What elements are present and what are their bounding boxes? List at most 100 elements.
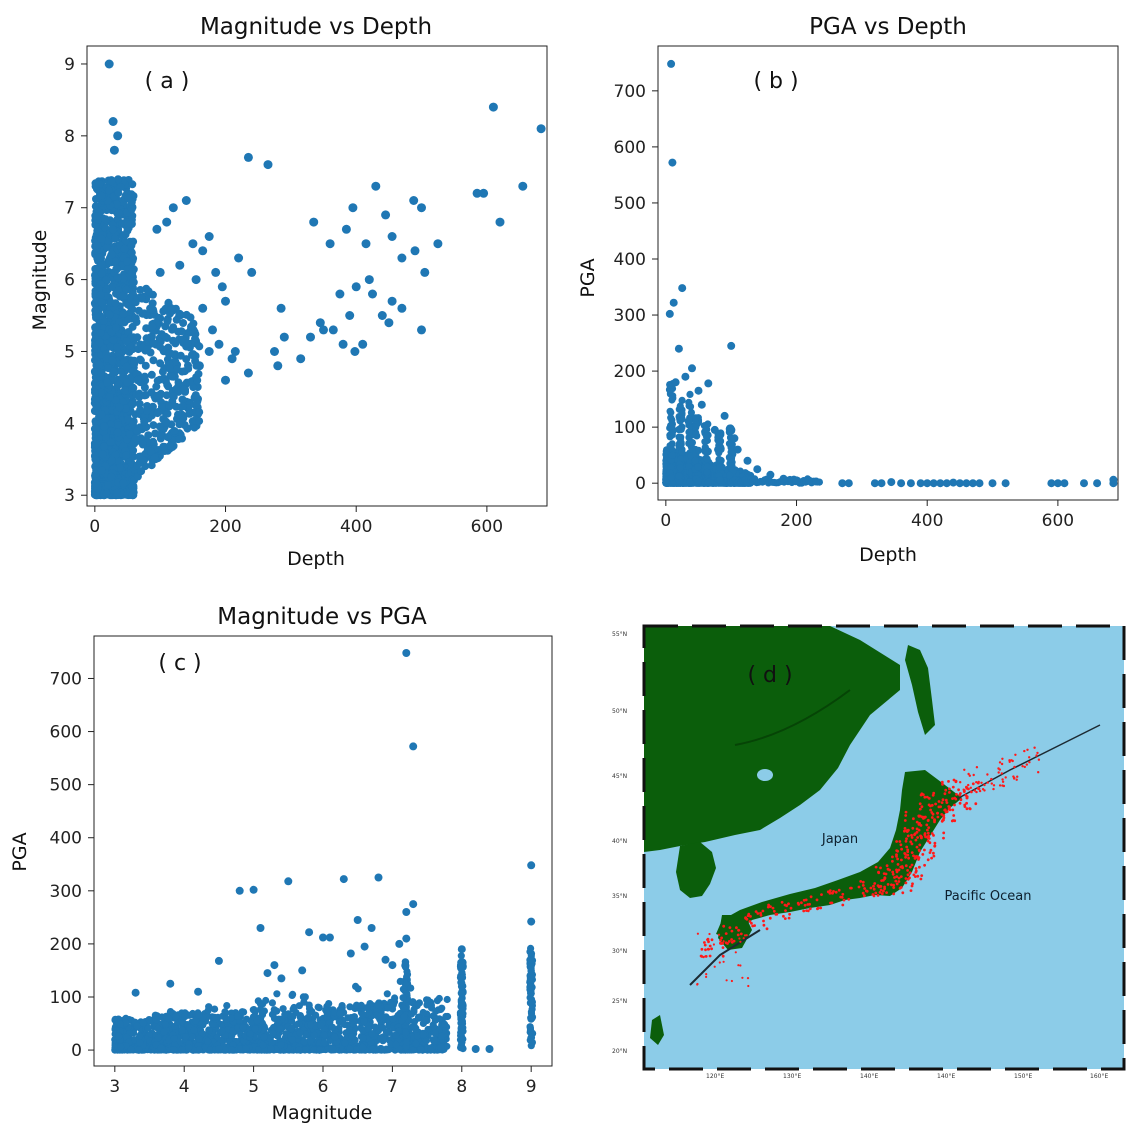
data-point — [97, 234, 106, 243]
data-point — [681, 372, 690, 381]
x-tick-label: 200 — [780, 511, 812, 531]
data-point — [273, 361, 283, 371]
data-point — [114, 421, 123, 430]
data-point — [188, 1033, 196, 1041]
data-point — [112, 323, 120, 332]
data-point — [147, 388, 156, 397]
data-point — [106, 420, 115, 429]
data-point — [239, 1024, 247, 1032]
data-point — [666, 407, 674, 415]
data-point — [410, 246, 420, 256]
data-point — [187, 322, 195, 331]
data-point — [148, 322, 157, 331]
data-point — [178, 402, 187, 411]
data-point — [170, 427, 179, 435]
data-points — [90, 59, 546, 500]
panel-b-pga-vs-depth: PGA vs Depth 0 200 400 60001002003004005006… — [577, 14, 1119, 566]
data-point — [161, 377, 170, 386]
data-point — [215, 1045, 223, 1053]
data-point — [96, 290, 105, 299]
data-point — [323, 1009, 331, 1018]
data-point — [361, 239, 371, 249]
data-point — [678, 448, 686, 456]
data-point — [766, 470, 775, 479]
data-point — [716, 476, 724, 484]
data-point — [812, 477, 821, 486]
data-point — [133, 376, 142, 385]
data-point — [97, 369, 105, 377]
data-point — [194, 361, 204, 371]
data-point — [198, 246, 208, 256]
data-point — [166, 364, 174, 373]
data-point — [91, 265, 100, 273]
data-point — [120, 244, 129, 253]
data-point — [131, 314, 140, 323]
data-point — [988, 479, 997, 488]
data-point — [1060, 479, 1069, 488]
data-point — [112, 264, 121, 273]
data-point — [135, 452, 144, 461]
data-point — [730, 434, 739, 443]
data-point — [95, 360, 104, 369]
data-point — [345, 1026, 353, 1034]
data-point — [114, 188, 123, 197]
data-point — [143, 345, 152, 354]
data-point — [263, 160, 273, 170]
data-point — [221, 375, 230, 385]
data-point — [131, 434, 140, 443]
y-tick-label: 0 — [635, 474, 646, 494]
data-point — [320, 1031, 328, 1039]
data-point — [127, 248, 136, 257]
data-point — [170, 1035, 178, 1043]
data-point — [115, 1032, 123, 1040]
data-point — [157, 1044, 165, 1052]
data-point — [91, 202, 100, 211]
data-point — [105, 310, 114, 319]
data-point — [116, 367, 125, 376]
data-point — [128, 400, 137, 409]
chart-title: Magnitude vs Depth — [200, 14, 432, 40]
y-tick-label: 500 — [614, 194, 646, 214]
data-point — [109, 225, 118, 234]
data-point — [345, 311, 355, 320]
data-point — [184, 364, 193, 373]
data-point — [381, 210, 391, 220]
data-point — [276, 303, 286, 313]
data-point — [114, 380, 123, 389]
data-point — [328, 325, 338, 335]
data-point — [190, 1026, 198, 1034]
x-tick-label: 0 — [89, 517, 100, 537]
data-point — [384, 318, 394, 328]
data-point — [164, 298, 173, 307]
data-point — [109, 145, 119, 155]
data-point — [733, 445, 742, 454]
data-point — [710, 425, 719, 434]
data-point — [716, 438, 724, 446]
data-point — [155, 422, 164, 431]
data-point — [136, 1032, 144, 1040]
data-point — [157, 330, 166, 339]
data-point — [331, 1033, 339, 1041]
data-point — [667, 59, 676, 68]
data-point — [296, 1029, 304, 1037]
data-point — [307, 1021, 315, 1029]
data-point — [692, 414, 700, 422]
data-point — [159, 442, 168, 451]
data-point — [368, 1030, 376, 1038]
data-point — [105, 186, 113, 195]
data-point — [178, 1026, 186, 1034]
data-point — [92, 440, 101, 449]
data-point — [96, 329, 105, 337]
data-point — [108, 117, 118, 126]
data-point — [92, 479, 101, 488]
data-point — [536, 124, 546, 134]
data-point — [211, 267, 221, 277]
data-point — [431, 1029, 439, 1037]
data-point — [666, 442, 674, 450]
data-point — [703, 468, 711, 476]
data-point — [115, 403, 124, 412]
data-point — [163, 409, 172, 418]
data-point — [260, 1033, 268, 1041]
data-point — [144, 287, 153, 296]
data-point — [120, 386, 129, 395]
